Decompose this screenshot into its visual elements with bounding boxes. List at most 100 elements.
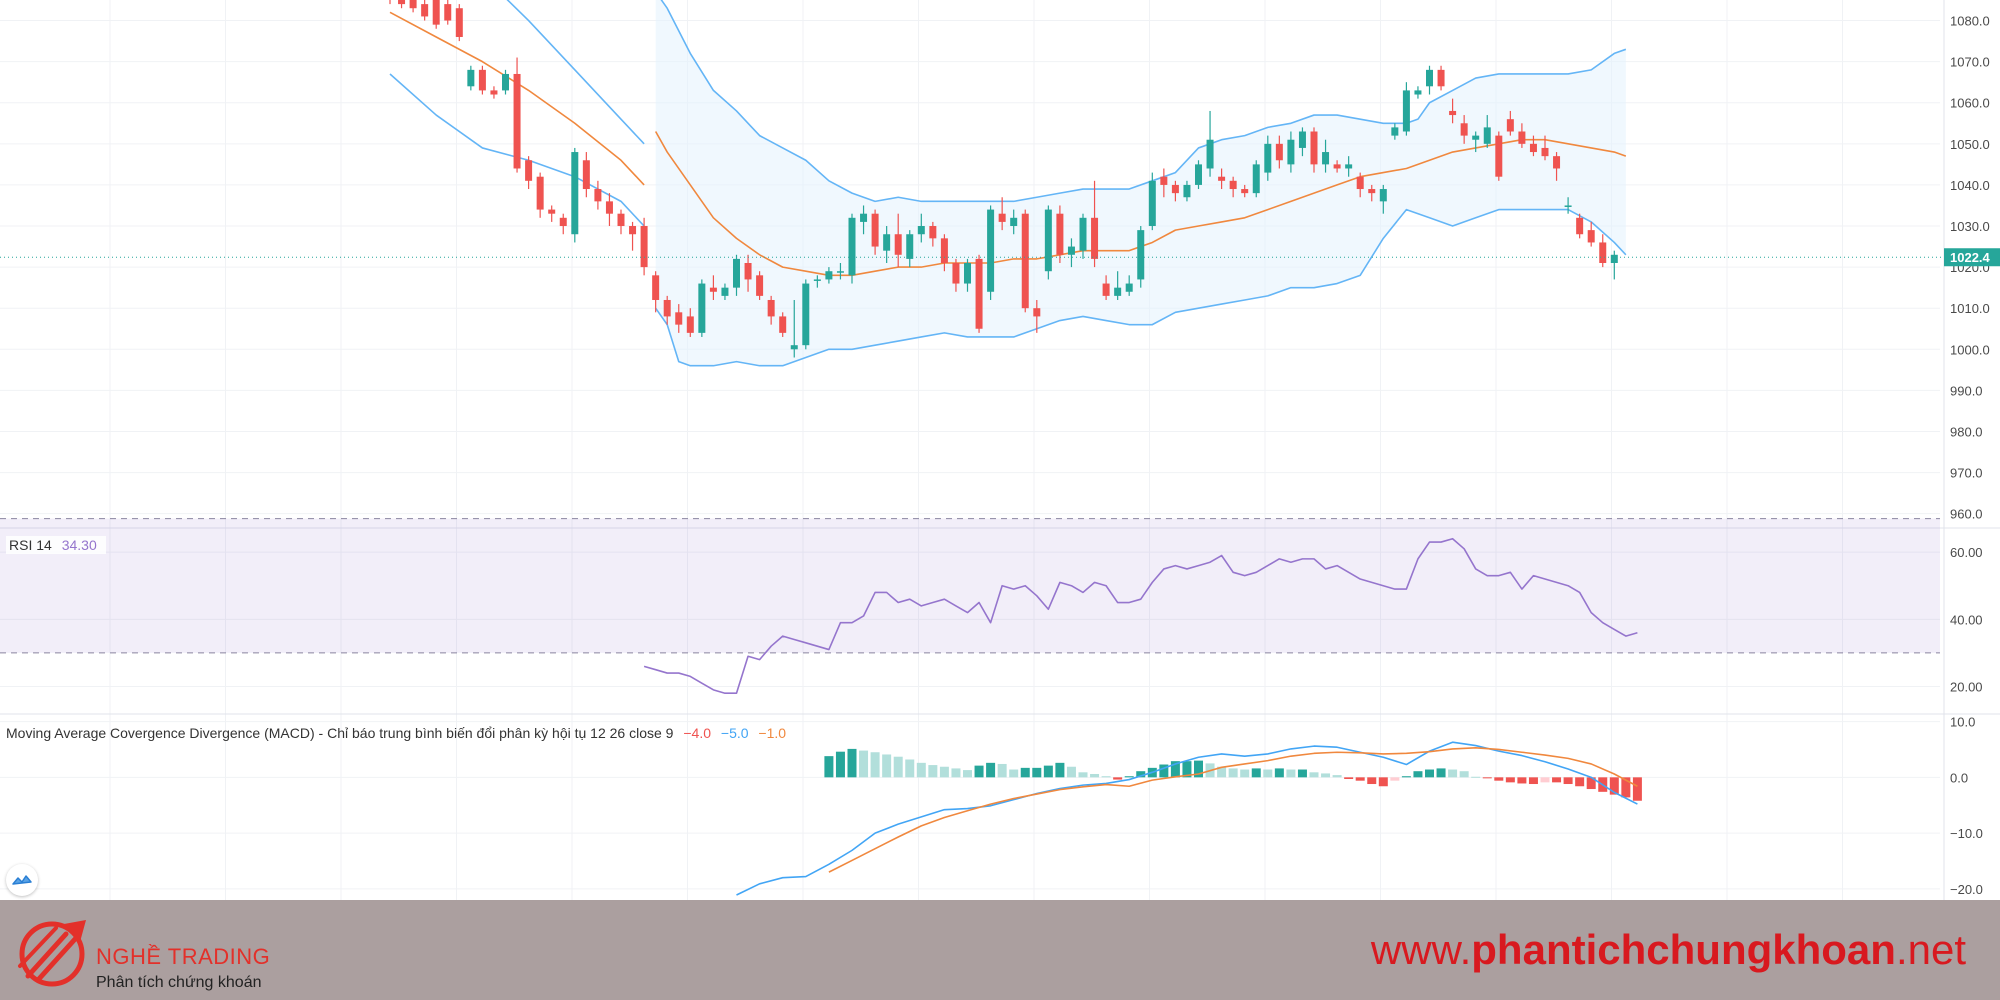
- macd-histogram-bar: [1609, 777, 1619, 795]
- macd-histogram-bar: [986, 762, 996, 778]
- candle: [1033, 299, 1041, 333]
- macd-histogram-bar: [1159, 764, 1169, 778]
- candle-body: [1067, 246, 1075, 255]
- candle: [744, 254, 752, 292]
- macd-histogram-bar: [1297, 769, 1307, 778]
- candle-body: [1021, 213, 1029, 309]
- macd-histogram-bar: [1251, 768, 1261, 778]
- website-url: www.phantichchungkhoan.net: [1371, 926, 1966, 974]
- candle-body: [964, 263, 971, 284]
- price-axis-tick-label: 960.0: [1950, 507, 1983, 522]
- candle-body: [1229, 180, 1237, 190]
- candle-body: [1564, 205, 1572, 207]
- candle-body: [1287, 139, 1295, 165]
- macd-histogram-bar: [997, 763, 1007, 778]
- candle-body: [502, 73, 509, 91]
- candle-body: [1033, 308, 1041, 317]
- macd-histogram-bar: [1390, 777, 1400, 781]
- macd-histogram-bar: [1286, 769, 1296, 778]
- candle-body: [605, 201, 613, 214]
- candle: [871, 209, 879, 255]
- candle: [767, 295, 775, 325]
- candle: [883, 226, 891, 263]
- candle: [1148, 172, 1156, 231]
- candle: [594, 180, 602, 210]
- candle: [455, 4, 463, 42]
- candle: [1368, 184, 1376, 202]
- macd-histogram-bar: [1309, 772, 1319, 778]
- candle-body: [1206, 139, 1214, 169]
- tradingview-logo-icon[interactable]: [6, 864, 38, 896]
- candle: [467, 65, 475, 91]
- bollinger-lower-line: [654, 208, 1627, 367]
- candle: [1587, 221, 1595, 247]
- chart-area[interactable]: 960.0 970.0 980.0 990.0 1000.0 1010.0 1020.0 10…: [0, 0, 2000, 900]
- candle-body: [733, 258, 740, 288]
- candle: [1506, 110, 1514, 136]
- macd-histogram-bar: [1482, 777, 1492, 779]
- candle: [629, 221, 637, 251]
- candle-body: [756, 275, 764, 296]
- candle: [652, 271, 660, 313]
- candle: [1091, 180, 1099, 268]
- price-axis-tick-label: 1000.0: [1950, 342, 1990, 357]
- macd-axis-tick-label: −10.0: [1950, 826, 1983, 841]
- candle-body: [825, 271, 833, 280]
- candle: [640, 217, 648, 276]
- macd-histogram-bar: [1194, 760, 1203, 778]
- candle: [848, 213, 856, 284]
- candle-body: [455, 8, 463, 37]
- candle-body: [1114, 287, 1122, 296]
- candle-body: [836, 271, 844, 273]
- macd-histogram-bar: [1136, 771, 1146, 778]
- macd-histogram-bar: [1563, 777, 1573, 785]
- candle: [1379, 184, 1387, 214]
- candle: [894, 213, 902, 268]
- candle: [1414, 86, 1422, 99]
- price-axis-tick-label: 970.0: [1950, 466, 1983, 481]
- candle: [1322, 139, 1330, 173]
- candle: [1079, 213, 1087, 259]
- candle-body: [1426, 69, 1433, 87]
- candle: [952, 258, 960, 292]
- candle-body: [1079, 217, 1087, 251]
- candle-body: [1518, 131, 1526, 144]
- price-axis-tick-label: 980.0: [1950, 424, 1983, 439]
- candle-body: [1529, 143, 1537, 153]
- candle-body: [536, 176, 544, 210]
- macd-signal-line: [828, 746, 1638, 873]
- macd-axis-tick-label: 0.0: [1950, 770, 1968, 785]
- macd-histogram-bar: [882, 754, 892, 778]
- candle: [1195, 160, 1202, 190]
- candle-body: [1252, 164, 1260, 194]
- candle-body: [1125, 283, 1133, 292]
- candle: [1541, 135, 1549, 161]
- candle: [709, 275, 717, 300]
- candle: [571, 147, 579, 243]
- candle: [813, 275, 821, 288]
- candle-body: [940, 238, 948, 263]
- candle-body: [1414, 90, 1422, 95]
- candle-body: [1483, 127, 1491, 144]
- candle: [559, 213, 567, 235]
- chart-canvas[interactable]: 960.0970.0980.0990.01000.01010.01020.010…: [0, 0, 2000, 900]
- brand-tagline: Phân tích chứng khoán: [96, 974, 262, 991]
- macd-axis-tick-label: 10.0: [1950, 715, 1975, 730]
- candle: [860, 205, 868, 235]
- bollinger-upper-line: [506, 0, 645, 145]
- macd-histogram-bar: [1378, 777, 1388, 787]
- rsi-axis-tick-label: 20.00: [1950, 679, 1983, 694]
- candle: [1160, 168, 1168, 198]
- candle-body: [1449, 110, 1457, 116]
- macd-histogram-bar: [1020, 767, 1030, 778]
- candle: [1356, 172, 1364, 198]
- candle: [1241, 184, 1249, 198]
- macd-histogram-bar: [1240, 769, 1250, 778]
- candle-body: [1171, 184, 1179, 194]
- macd-histogram-bar: [1401, 776, 1411, 778]
- candle-body: [1587, 230, 1595, 243]
- candle-body: [894, 234, 902, 255]
- macd-histogram-bar: [1228, 768, 1238, 778]
- macd-histogram-bar: [1367, 777, 1377, 785]
- candle: [1275, 135, 1283, 169]
